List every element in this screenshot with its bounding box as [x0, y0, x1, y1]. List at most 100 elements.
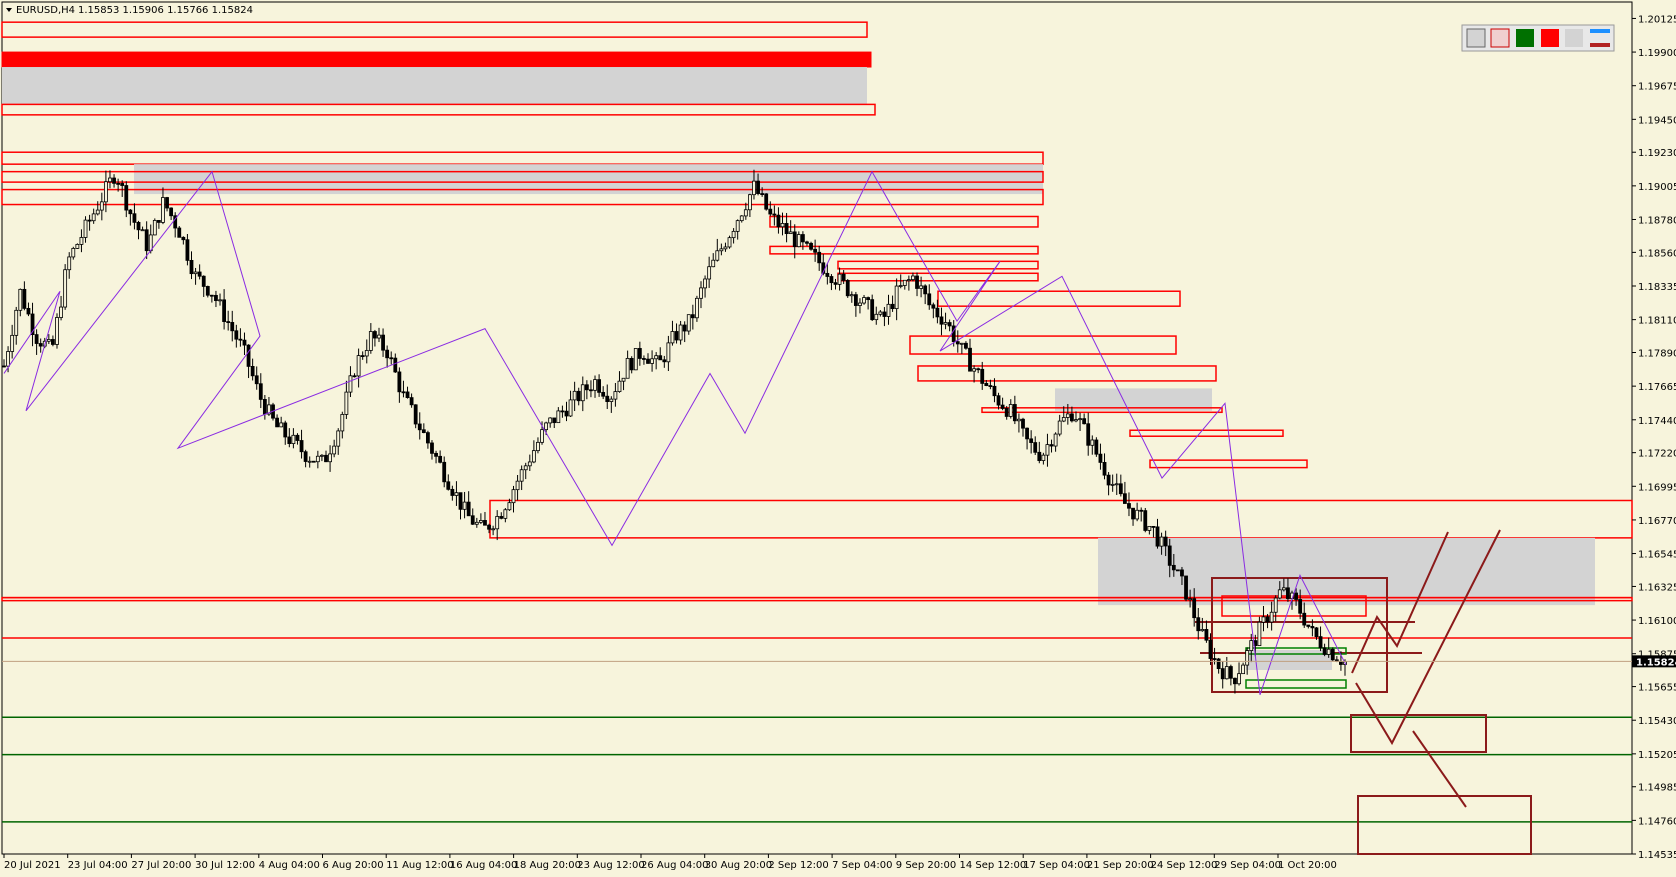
plot-frame [1, 1, 1633, 855]
zone-rect [1055, 388, 1212, 411]
candle-body [711, 259, 716, 268]
y-tick-label: 1.17220 [1638, 449, 1676, 460]
current-price-label: 1.15824 [1636, 657, 1676, 668]
candle-body [120, 183, 125, 186]
candle-body [364, 350, 369, 357]
candle-body [222, 299, 227, 322]
candle-body [874, 313, 879, 321]
candle-body [833, 282, 838, 285]
candle-body [572, 390, 577, 401]
candle-body [743, 209, 748, 217]
candle-body [10, 334, 15, 352]
zones-layer [1, 21, 1633, 606]
candle-body [1192, 598, 1197, 619]
candle-body [584, 384, 589, 391]
candle-body [1065, 413, 1070, 418]
candle-body [731, 230, 736, 239]
candle-body [1224, 666, 1229, 680]
candle-body [1326, 648, 1331, 655]
candle-body [426, 432, 430, 444]
candle-body [1135, 509, 1140, 520]
toolbar-green-icon[interactable] [1516, 29, 1534, 47]
candle-body [890, 303, 895, 310]
candle-body [1330, 648, 1335, 661]
candle-body [898, 285, 903, 287]
candle-body [279, 422, 284, 428]
candle-body [650, 358, 654, 364]
y-tick-label: 1.18780 [1638, 215, 1676, 226]
candle-body [1070, 413, 1074, 422]
candle-body [544, 422, 549, 431]
candle-body [246, 344, 251, 367]
candle-body [1216, 658, 1221, 670]
candle-body [99, 201, 104, 211]
candle-body [1074, 419, 1078, 422]
candle-body [556, 410, 561, 424]
candle-body [495, 516, 500, 530]
candle-body [1033, 442, 1038, 453]
candle-body [972, 368, 976, 372]
candle-body [637, 348, 642, 359]
candle-body [336, 430, 341, 447]
candle-body [275, 417, 279, 428]
candle-body [144, 229, 149, 252]
candle-body [1261, 616, 1266, 623]
toolbar-grey-fill-icon[interactable] [1565, 29, 1583, 47]
toolbar-red-icon[interactable] [1541, 29, 1559, 47]
candle-body [939, 316, 944, 325]
candle-body [1208, 639, 1213, 659]
candle-body [46, 339, 51, 342]
time-axis: 20 Jul 2021 23 Jul 04:00 27 Jul 20:00 30 Ju… [3, 854, 1337, 871]
candle-body [988, 385, 993, 387]
candle-body [1151, 525, 1156, 528]
toolbar-blue-line-icon[interactable] [1590, 29, 1610, 33]
candle-body [796, 234, 801, 248]
price-axis: 1.20125 1.19900 1.19675 1.19450 1.19230 1.190… [1632, 14, 1676, 861]
candle-body [1339, 660, 1343, 665]
toolbar-grey-icon[interactable] [1466, 28, 1486, 48]
y-tick-label: 1.18110 [1638, 316, 1676, 327]
toolbar-red-outline-icon[interactable] [1490, 28, 1510, 48]
candle-body [22, 288, 27, 309]
candle-body [674, 331, 679, 341]
candle-body [1245, 650, 1250, 666]
candle-body [1228, 666, 1233, 679]
y-tick-label: 1.17440 [1638, 416, 1676, 427]
candle-body [1159, 536, 1164, 547]
object-toolbar[interactable] [1461, 24, 1615, 52]
candle-body [625, 357, 630, 379]
candle-body [1200, 629, 1205, 632]
candle-body [234, 330, 239, 340]
zone-rect [1149, 459, 1308, 469]
candle-body [548, 417, 553, 424]
x-tick-label: 9 Sep 20:00 [896, 860, 956, 871]
candle-body [1314, 627, 1319, 638]
y-tick-label: 1.16100 [1638, 616, 1676, 627]
symbol-timeframe: EURUSD,H4 [16, 5, 75, 16]
x-tick-label: 14 Sep 12:00 [960, 860, 1027, 871]
candle-body [841, 273, 846, 281]
y-tick-label: 1.15430 [1638, 716, 1676, 727]
toolbar-darkred-line-icon[interactable] [1590, 43, 1610, 47]
candle-body [894, 285, 899, 310]
candle-body [30, 313, 35, 336]
candle-body [291, 434, 296, 444]
x-tick-label: 16 Aug 04:00 [450, 860, 517, 871]
candle-body [1114, 483, 1119, 486]
candle-body [1184, 575, 1188, 600]
y-tick-label: 1.19450 [1638, 115, 1676, 126]
candle-body [923, 285, 928, 295]
title-arrow-icon [6, 8, 12, 12]
candle-body [617, 380, 622, 393]
candle-body [409, 397, 414, 406]
candle-body [307, 460, 312, 463]
y-tick-label: 1.16995 [1638, 482, 1676, 493]
candle-body [1029, 438, 1034, 443]
candle-body [344, 391, 349, 415]
candle-body [1306, 624, 1311, 627]
candle-body [51, 339, 55, 345]
x-tick-label: 23 Aug 12:00 [577, 860, 644, 871]
candle-body [1302, 612, 1307, 626]
candle-body [348, 375, 353, 393]
